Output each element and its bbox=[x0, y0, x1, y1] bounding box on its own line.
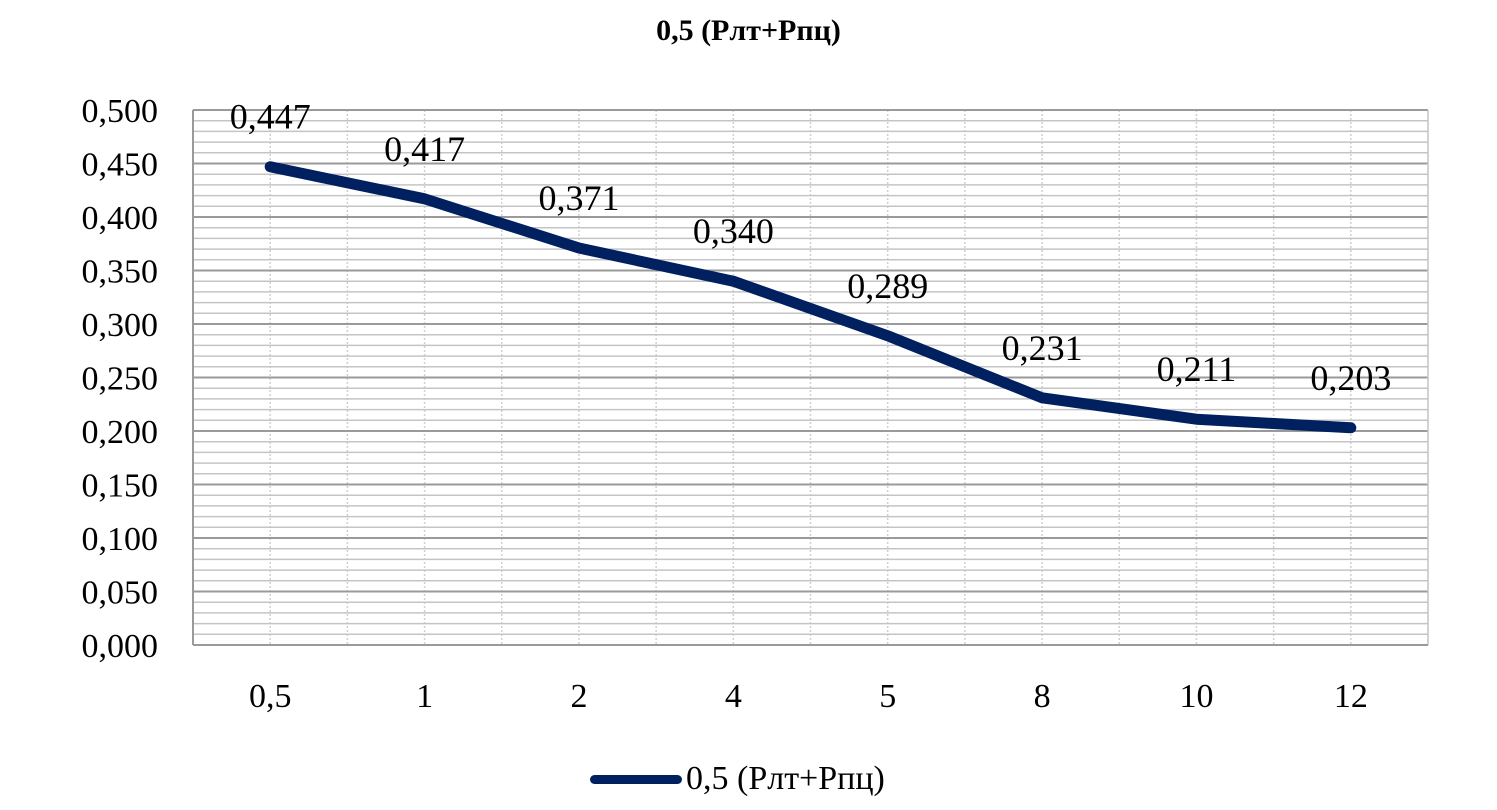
legend-swatch bbox=[590, 774, 682, 784]
y-tick-label: 0,000 bbox=[82, 628, 159, 665]
legend-label: 0,5 (Рлт+Рпц) bbox=[686, 760, 885, 797]
chart-title: 0,5 (Рлт+Рпц) bbox=[656, 14, 841, 47]
data-label: 0,203 bbox=[1310, 358, 1391, 398]
data-label: 0,211 bbox=[1157, 349, 1237, 389]
x-tick-label: 1 bbox=[416, 678, 433, 715]
y-tick-label: 0,450 bbox=[82, 147, 159, 184]
x-tick-label: 12 bbox=[1334, 678, 1368, 715]
x-tick-label: 5 bbox=[879, 678, 896, 715]
data-label: 0,231 bbox=[1002, 328, 1083, 368]
legend: 0,5 (Рлт+Рпц) bbox=[590, 760, 885, 798]
x-tick-label: 2 bbox=[570, 678, 587, 715]
data-label: 0,340 bbox=[693, 211, 774, 251]
y-tick-label: 0,400 bbox=[82, 200, 159, 237]
y-tick-label: 0,150 bbox=[82, 468, 159, 505]
x-tick-label: 4 bbox=[725, 678, 742, 715]
y-tick-label: 0,300 bbox=[82, 307, 159, 344]
y-tick-label: 0,500 bbox=[82, 93, 159, 130]
x-tick-label: 0,5 bbox=[249, 678, 292, 715]
y-tick-label: 0,050 bbox=[82, 575, 159, 612]
x-tick-label: 10 bbox=[1179, 678, 1213, 715]
series-line bbox=[264, 161, 1357, 434]
x-tick-label: 8 bbox=[1034, 678, 1051, 715]
data-label: 0,417 bbox=[384, 129, 465, 169]
y-tick-label: 0,100 bbox=[82, 521, 159, 558]
data-label: 0,371 bbox=[538, 178, 619, 218]
y-tick-label: 0,200 bbox=[82, 414, 159, 451]
data-label: 0,447 bbox=[230, 97, 311, 137]
y-tick-label: 0,350 bbox=[82, 254, 159, 291]
y-tick-label: 0,250 bbox=[82, 361, 159, 398]
data-label: 0,289 bbox=[847, 266, 928, 306]
